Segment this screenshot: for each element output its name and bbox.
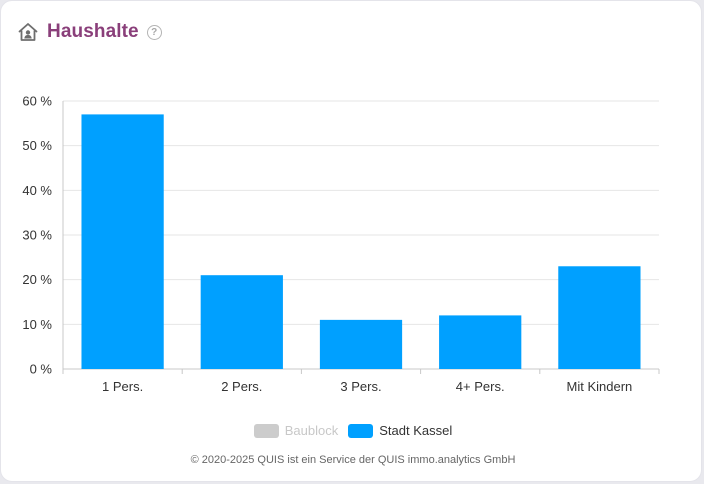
y-tick-label: 60 % xyxy=(22,94,52,109)
x-tick-label: 2 Pers. xyxy=(221,379,262,394)
y-tick-label: 20 % xyxy=(22,272,52,287)
x-tick-label: Mit Kindern xyxy=(567,379,633,394)
y-tick-label: 30 % xyxy=(22,228,52,243)
help-circle-icon[interactable]: ? xyxy=(146,24,162,40)
home-user-icon xyxy=(18,23,38,41)
y-tick-label: 50 % xyxy=(22,138,52,153)
legend-item-stadt-kassel[interactable]: Stadt Kassel xyxy=(348,423,452,438)
x-tick-label: 3 Pers. xyxy=(340,379,381,394)
bar-3-pers[interactable] xyxy=(319,319,403,369)
legend-label-stadt-kassel: Stadt Kassel xyxy=(379,423,453,438)
x-tick-label: 1 Pers. xyxy=(102,379,143,394)
chart-legend: Baublock Stadt Kassel xyxy=(1,423,704,438)
bar-4-pers[interactable] xyxy=(439,315,522,369)
legend-item-baublock[interactable]: Baublock xyxy=(253,423,339,438)
y-tick-label: 40 % xyxy=(22,183,52,198)
y-tick-label: 0 % xyxy=(30,362,53,377)
card-title: Haushalte xyxy=(47,21,139,42)
legend-swatch-stadt-kassel xyxy=(348,423,374,438)
legend-label-baublock: Baublock xyxy=(284,423,339,438)
bar-1-pers[interactable] xyxy=(81,114,164,370)
card-header: Haushalte ? xyxy=(17,19,162,45)
households-bar-chart: 0 % 10 % 20 % 30 % 40 % 50 % 60 % 1 Pers. 2 Pers… xyxy=(22,94,660,394)
x-tick-label: 4+ Pers. xyxy=(456,379,505,394)
legend-swatch-baublock xyxy=(253,423,279,438)
bar-2-pers[interactable] xyxy=(200,275,283,369)
y-tick-label: 10 % xyxy=(22,317,52,332)
bar-mit-kindern[interactable] xyxy=(558,266,641,369)
copyright-footer: © 2020-2025 QUIS ist ein Service der QUI… xyxy=(190,454,516,466)
